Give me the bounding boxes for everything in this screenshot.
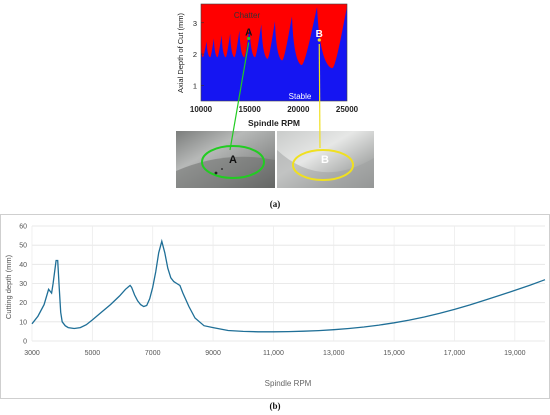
- y-tick-label-a: 2: [193, 50, 197, 59]
- y-tick-label-b: 20: [19, 300, 27, 307]
- y-axis-a: 1 2 3: [193, 19, 204, 90]
- highlight-ellipse-a: [201, 145, 265, 179]
- x-tick-label-b: 9000: [205, 350, 221, 357]
- x-axis-label-b: Spindle RPM: [265, 379, 312, 388]
- x-tick-label-b: 19,000: [504, 350, 526, 357]
- panel-b-frame: [0, 214, 550, 399]
- stable-region: [201, 7, 347, 101]
- y-axis-b: 0 10 20 30 40 50 60: [19, 224, 27, 346]
- y-tick-label-b: 10: [19, 319, 27, 326]
- y-tick-label-b: 40: [19, 262, 27, 269]
- panel-a: Chatter Stable 123 10000 15000 20000 25000 …: [176, 3, 374, 209]
- photo-label-b: B: [321, 154, 329, 166]
- y-tick-label-a: 1: [193, 81, 197, 90]
- stability-lobe-plot: [201, 4, 347, 101]
- x-tick-label-b: 17,000: [444, 350, 466, 357]
- y-axis-label-b: Cutting depth (mm): [4, 254, 13, 319]
- plot-frame-a: [200, 3, 348, 102]
- chatter-label: Chatter: [234, 11, 261, 20]
- x-tick-label-a: 20000: [287, 105, 310, 114]
- x-tick-label-a: 25000: [336, 105, 359, 114]
- x-tick-label-b: 11,000: [263, 350, 284, 357]
- x-tick-label-b: 5000: [85, 350, 101, 357]
- x-tick-label-b: 13,000: [323, 350, 345, 357]
- x-tick-label-b: 15,000: [383, 350, 405, 357]
- x-tick-label-b: 3000: [24, 350, 40, 357]
- x-tick-label-a: 15000: [239, 105, 262, 114]
- leader-line-b: [318, 43, 321, 149]
- y-axis-label-a: Axial Depth of Cut (mm): [176, 12, 185, 93]
- x-tick-label-b: 7000: [145, 350, 161, 357]
- series-line: [31, 238, 546, 333]
- y-tick-label-b: 60: [19, 224, 27, 231]
- x-axis-label-a: Spindle RPM: [248, 118, 300, 128]
- highlight-ellipse-b: [292, 149, 354, 181]
- leader-line-a: [229, 42, 250, 151]
- photo-label-a: A: [229, 154, 237, 166]
- grid-b: [31, 225, 545, 342]
- y-tick-label-a: 3: [193, 19, 197, 28]
- x-axis-b: 3000 5000 7000 9000 11,000 13,000 15,000 17,000…: [24, 350, 525, 357]
- stable-label: Stable: [289, 92, 312, 101]
- point-b: [317, 38, 321, 42]
- point-label-a: A: [245, 27, 252, 38]
- y-tick-label-b: 0: [23, 339, 27, 346]
- point-a: [247, 36, 251, 41]
- y-tick-label-b: 30: [19, 281, 27, 288]
- panel-b: 0 10 20 30 40 50 60 3000 5000 7000 9000 11,000 13,0…: [0, 214, 550, 411]
- x-axis-a: 10000 15000 20000 25000: [190, 105, 359, 114]
- photo-a: [176, 131, 275, 188]
- x-tick-label-a: 10000: [190, 105, 213, 114]
- photo-b: [277, 131, 374, 188]
- caption-b: (b): [270, 401, 281, 411]
- caption-a: (a): [270, 199, 281, 209]
- point-label-b: B: [316, 29, 323, 40]
- y-tick-label-b: 50: [19, 243, 27, 250]
